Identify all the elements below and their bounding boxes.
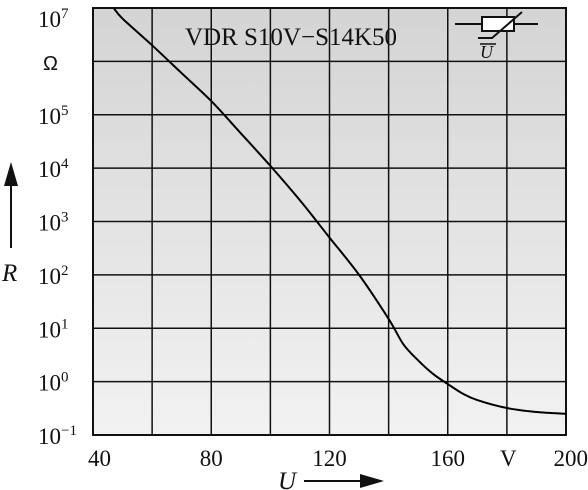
plot-border xyxy=(92,7,567,436)
chart-title: VDR S10V−S14K50 xyxy=(185,24,397,51)
resistance-curve xyxy=(112,7,567,415)
curve-layer xyxy=(112,7,567,415)
y-tick-label: 107 xyxy=(38,6,69,32)
varistor-symbol-icon: U xyxy=(455,11,538,62)
y-tick-label: 102 xyxy=(38,263,69,289)
y-tick-label: 104 xyxy=(38,156,69,182)
x-tick-label: 40 xyxy=(88,446,111,471)
y-axis-arrow-icon xyxy=(4,162,18,248)
x-tick-label: 200 xyxy=(554,446,588,471)
plot-frame xyxy=(92,7,567,436)
y-tick-label: 100 xyxy=(38,370,69,396)
y-tick-label: 103 xyxy=(38,210,69,236)
symbol-label: U xyxy=(480,42,494,62)
x-tick-label: 80 xyxy=(200,446,223,471)
x-axis-arrow-icon xyxy=(304,474,384,488)
y-unit-label: Ω xyxy=(43,53,58,75)
x-axis-label: U xyxy=(278,468,298,490)
y-axis-label: R xyxy=(1,260,17,287)
x-tick-label: 160 xyxy=(431,446,466,471)
x-tick-label: 120 xyxy=(312,446,347,471)
y-tick-label: 105 xyxy=(38,103,69,129)
tick-labels: 40 80 120 160 200 10−1 100 101 102 103 104 105 107 xyxy=(38,6,588,471)
y-tick-label: 10−1 xyxy=(38,423,77,449)
x-unit-label: V xyxy=(500,446,517,471)
grid xyxy=(93,8,566,435)
y-tick-label: 101 xyxy=(38,316,69,342)
